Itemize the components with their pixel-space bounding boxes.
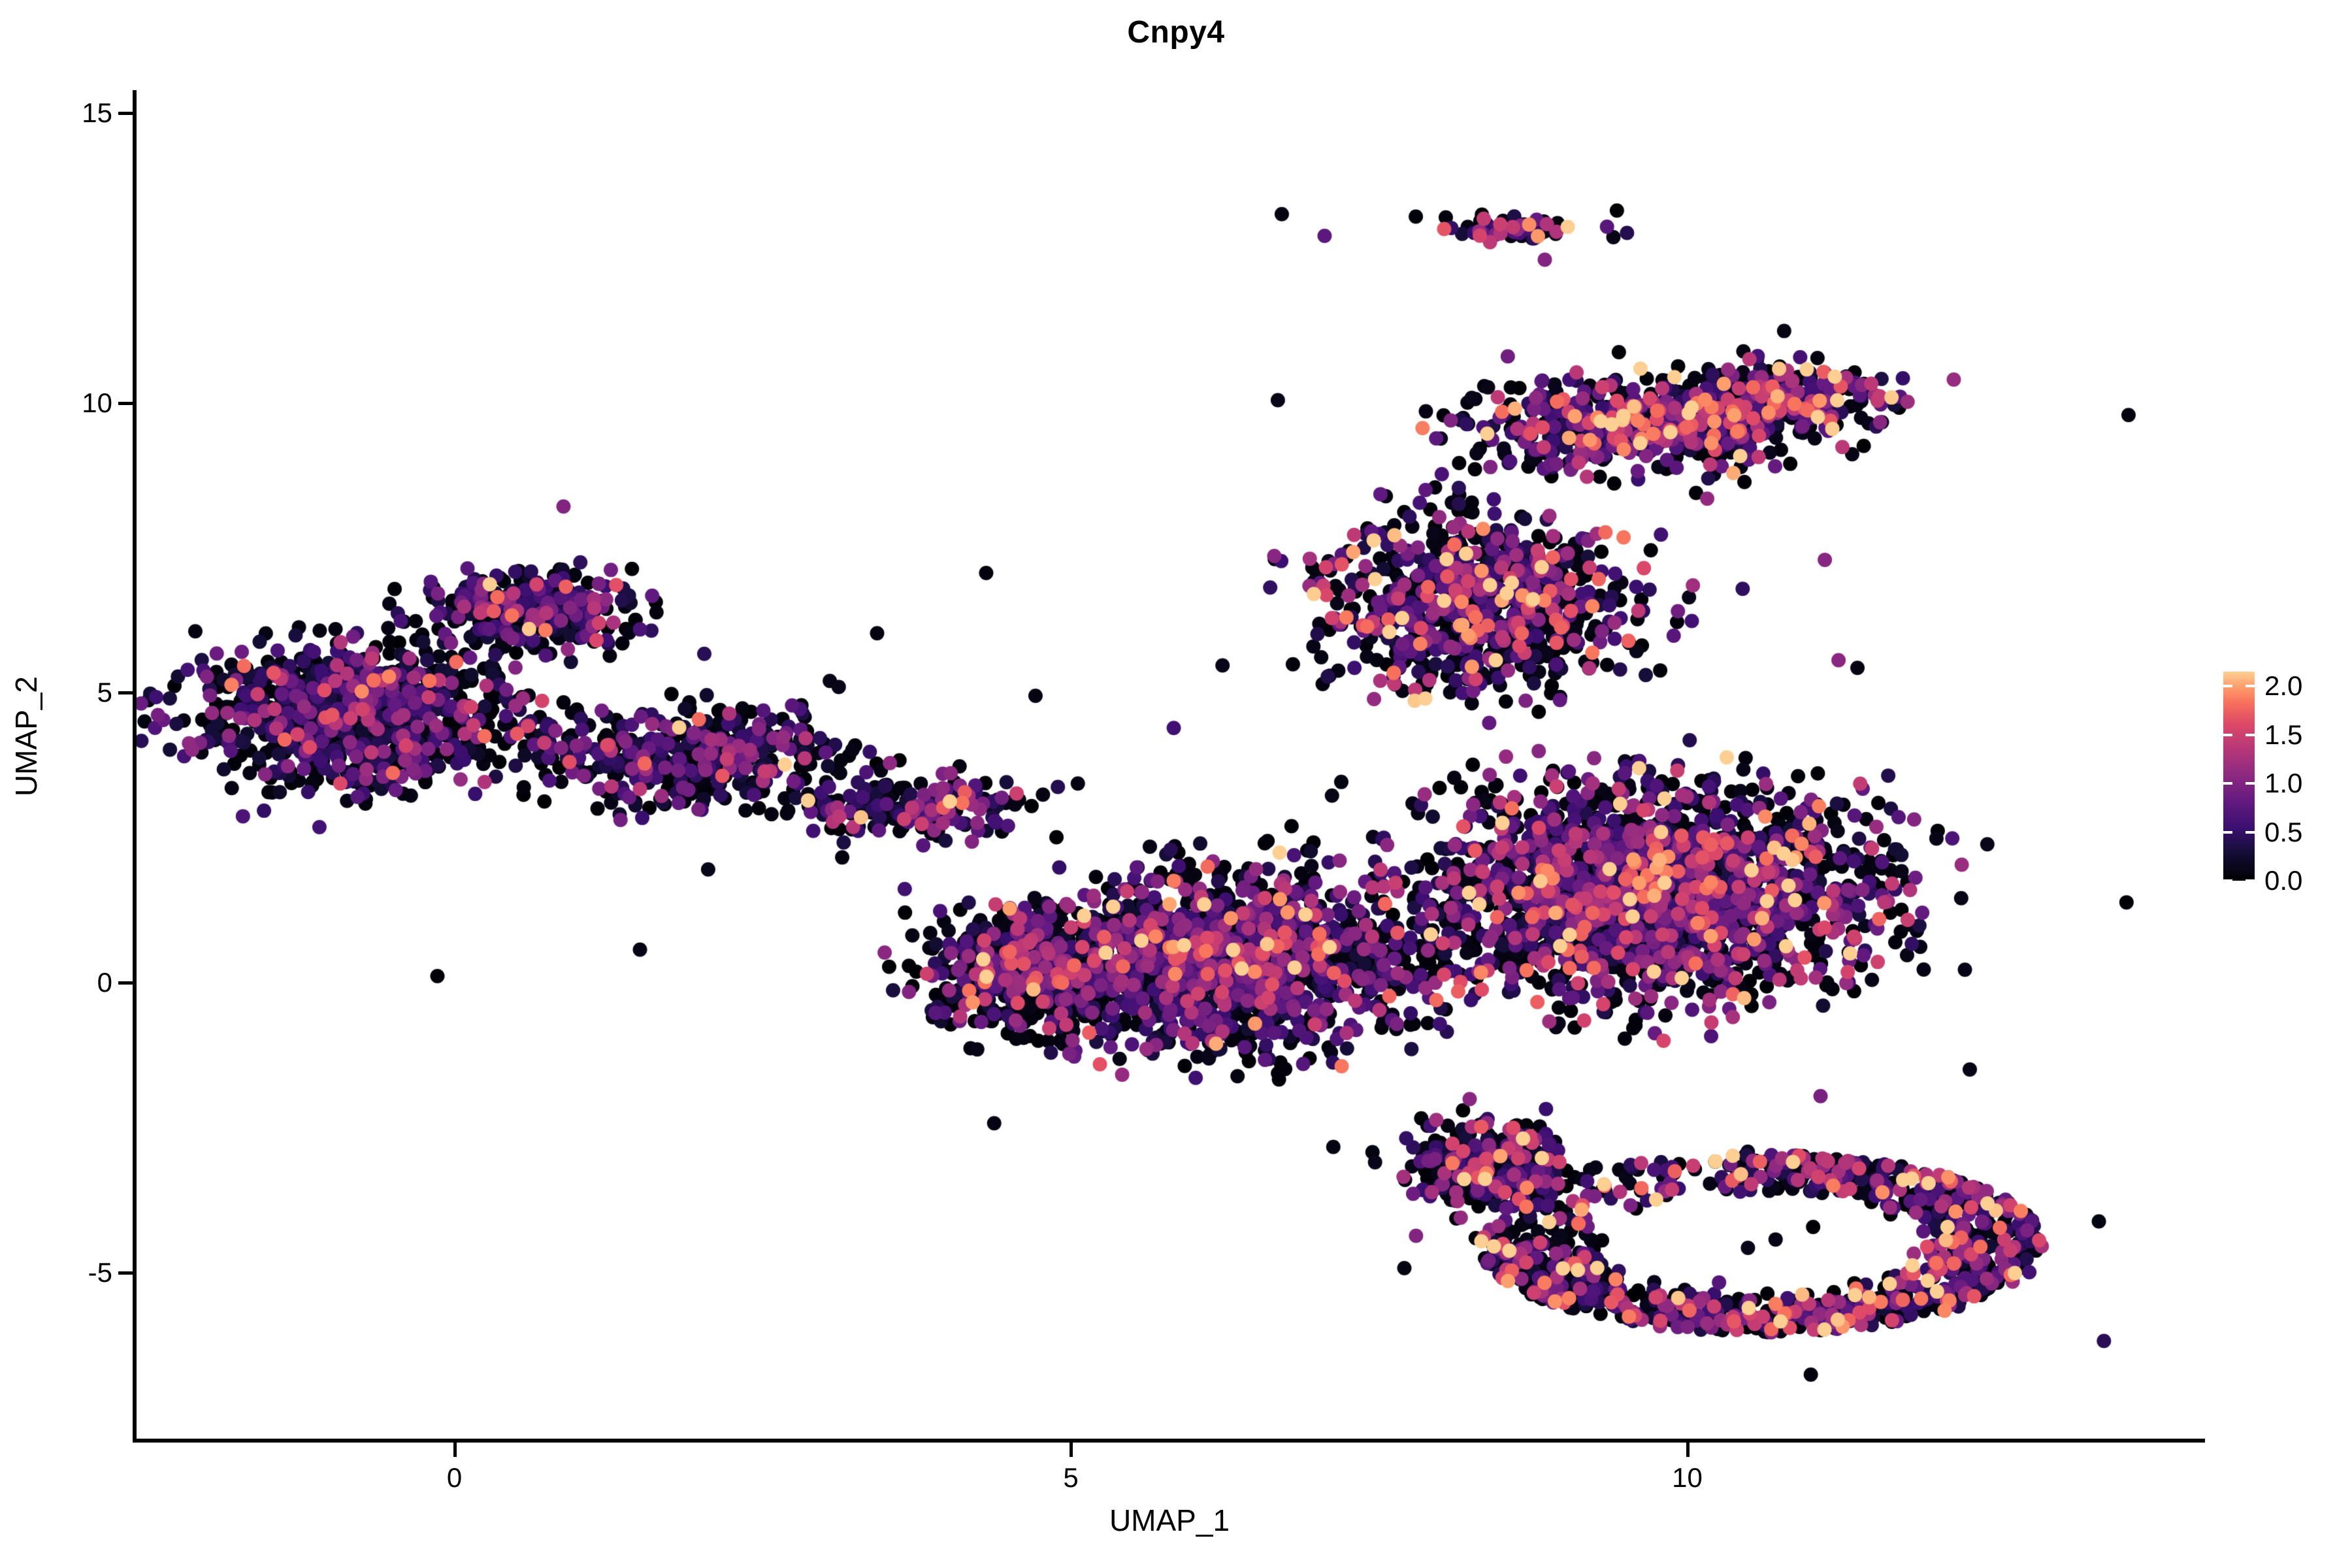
y-tick-mark	[118, 112, 133, 116]
y-axis-title: UMAP_2	[9, 676, 43, 797]
colorbar-tick-label: 1.5	[2264, 719, 2303, 750]
x-tick-label: 10	[1672, 1462, 1703, 1493]
y-tick-label: 15	[82, 97, 112, 129]
y-tick-label: 10	[82, 387, 112, 418]
x-tick-mark	[453, 1443, 457, 1457]
color-legend[interactable]: 2.0 1.5 1.0 0.5 0.0	[2221, 670, 2345, 896]
y-tick-mark	[118, 691, 133, 695]
scatter-points-canvas[interactable]	[134, 78, 2205, 1441]
y-axis-line	[133, 90, 137, 1443]
y-tick-mark	[118, 981, 133, 985]
x-axis-title: UMAP_1	[1109, 1503, 1230, 1537]
x-axis-line	[133, 1439, 2205, 1443]
x-tick-label: 0	[446, 1462, 463, 1493]
y-tick-label: -5	[88, 1256, 112, 1288]
colorbar-tick-label: 0.5	[2264, 816, 2303, 847]
y-tick-mark	[118, 1271, 133, 1275]
page-title: Cnpy4	[1127, 15, 1225, 50]
scatter-plot-panel[interactable]	[134, 78, 2205, 1441]
colorbar-tick-label: 0.0	[2264, 865, 2303, 896]
colorbar-tick-label: 1.0	[2264, 768, 2303, 799]
x-tick-mark	[1070, 1443, 1073, 1457]
colorbar-gradient	[2223, 672, 2255, 881]
x-tick-label: 5	[1063, 1462, 1079, 1493]
colorbar-tick-label: 2.0	[2264, 670, 2303, 702]
y-tick-label: 0	[97, 967, 112, 998]
x-tick-mark	[1686, 1443, 1690, 1457]
y-tick-mark	[118, 401, 133, 405]
y-tick-label: 5	[97, 677, 112, 708]
